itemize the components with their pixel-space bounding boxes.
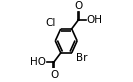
Text: Br: Br	[76, 53, 88, 63]
Text: OH: OH	[87, 15, 103, 25]
Text: Cl: Cl	[46, 18, 56, 28]
Text: O: O	[74, 1, 82, 11]
Text: HO: HO	[30, 57, 46, 67]
Text: O: O	[50, 70, 58, 80]
